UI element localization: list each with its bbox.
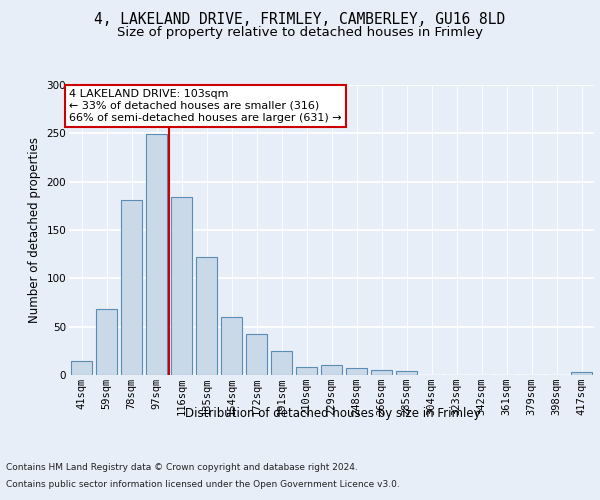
Text: 4, LAKELAND DRIVE, FRIMLEY, CAMBERLEY, GU16 8LD: 4, LAKELAND DRIVE, FRIMLEY, CAMBERLEY, G… [94,12,506,28]
Bar [321,366,342,375]
Bar [171,197,192,375]
Bar [571,372,592,375]
Bar [246,334,267,375]
Bar [96,310,117,375]
Bar [396,371,417,375]
Bar [271,351,292,375]
Bar [371,370,392,375]
Text: Contains HM Land Registry data © Crown copyright and database right 2024.: Contains HM Land Registry data © Crown c… [6,462,358,471]
Text: Distribution of detached houses by size in Frimley: Distribution of detached houses by size … [185,408,481,420]
Bar [221,317,242,375]
Bar [296,368,317,375]
Bar [71,362,92,375]
Text: Size of property relative to detached houses in Frimley: Size of property relative to detached ho… [117,26,483,39]
Text: Contains public sector information licensed under the Open Government Licence v3: Contains public sector information licen… [6,480,400,489]
Bar [346,368,367,375]
Text: 4 LAKELAND DRIVE: 103sqm
← 33% of detached houses are smaller (316)
66% of semi-: 4 LAKELAND DRIVE: 103sqm ← 33% of detach… [69,90,341,122]
Y-axis label: Number of detached properties: Number of detached properties [28,137,41,323]
Bar [121,200,142,375]
Bar [146,134,167,375]
Bar [196,257,217,375]
